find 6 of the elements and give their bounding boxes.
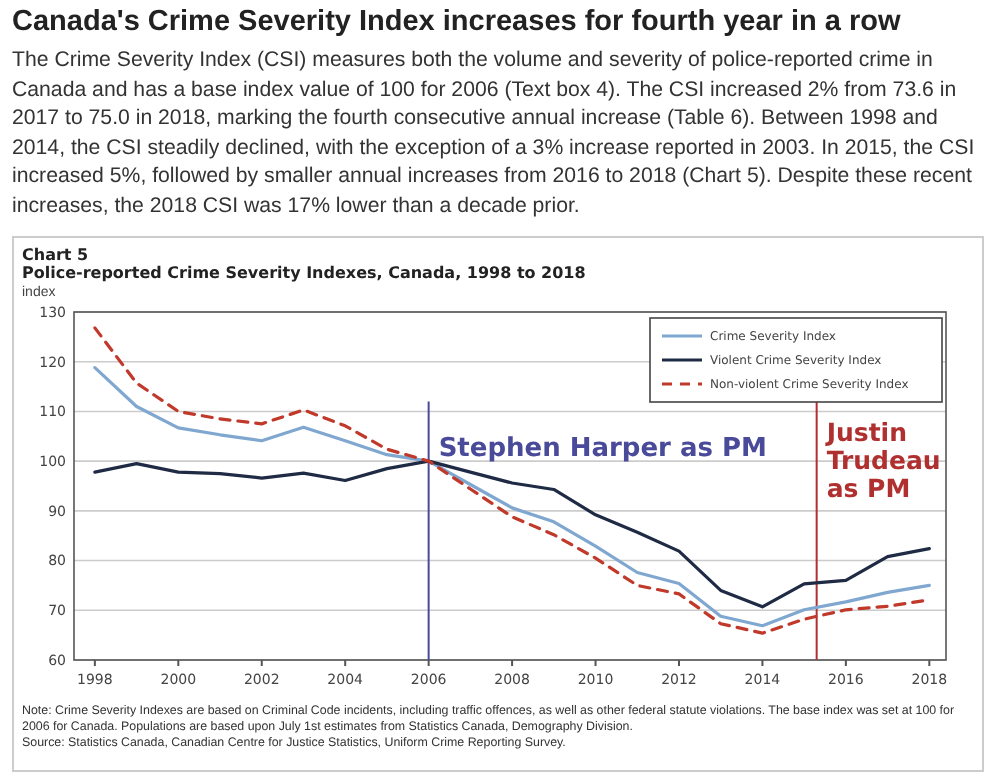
text: Police-reported Crime Severity Indexes, Canada, 1998 to 2018 [22, 264, 588, 282]
ref-line-label: Justin Trudeau as PM [824, 417, 941, 504]
ref-line-label: Stephen Harper as PM [438, 434, 768, 465]
chart-title: Canada's Crime Severity Index increases for fourth year in a row [10, 4, 903, 38]
chart-subtitle: The Crime Severity Index (CSI) measures both the volume and severity of police-reported crime in Canada and has a base index value of 100 for 2006 (Text box 4). The CSI increased 2% from 73.6 in 2017 to 75.0 in 2018, marking the fourth consecutive annual increase (Table 6). Between 1998 and 2014, the CSI steadily declined, with the exception of a 3% increase reported in 2003. In 2015, the CSI increased 5%, followed by smaller annual increases from 2016 to 2018 (Chart 5). Despite these recent increases, the 2018 CSI was 17% lower than a decade prior. [10, 46, 977, 222]
caption: Chart 5 [22, 246, 91, 264]
